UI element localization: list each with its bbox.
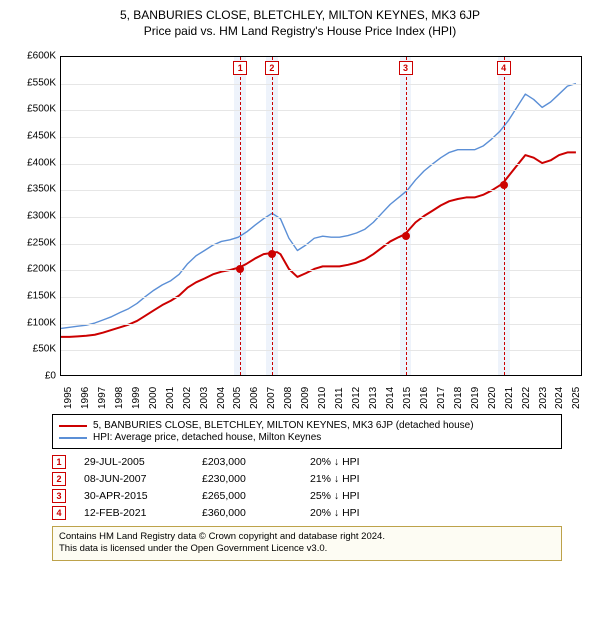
x-axis-label: 2015 — [402, 387, 413, 409]
legend-swatch — [59, 425, 87, 427]
y-axis-label: £300K — [12, 211, 56, 222]
x-axis-label: 2000 — [148, 387, 159, 409]
series-hpi — [61, 84, 576, 329]
transaction-date: 30-APR-2015 — [84, 490, 184, 502]
transaction-row: 3 30-APR-2015 £265,000 25% ↓ HPI — [52, 489, 562, 503]
transaction-index: 2 — [52, 472, 66, 486]
legend-item-hpi: HPI: Average price, detached house, Milt… — [59, 432, 555, 443]
y-axis-label: £350K — [12, 184, 56, 195]
x-axis-label: 1999 — [131, 387, 142, 409]
x-axis-label: 2012 — [351, 387, 362, 409]
transaction-index: 3 — [52, 489, 66, 503]
x-axis-label: 2004 — [216, 387, 227, 409]
legend-swatch — [59, 437, 87, 439]
transaction-price: £360,000 — [202, 507, 292, 519]
transaction-date: 12-FEB-2021 — [84, 507, 184, 519]
x-axis-label: 2025 — [571, 387, 582, 409]
y-axis-label: £600K — [12, 51, 56, 62]
legend-label: 5, BANBURIES CLOSE, BLETCHLEY, MILTON KE… — [93, 420, 474, 431]
x-axis-label: 2011 — [334, 387, 345, 409]
x-axis-label: 2001 — [165, 387, 176, 409]
x-axis-label: 2018 — [453, 387, 464, 409]
transaction-dot — [236, 265, 244, 273]
x-axis-label: 2013 — [368, 387, 379, 409]
x-axis-label: 2006 — [249, 387, 260, 409]
transaction-delta: 20% ↓ HPI — [310, 456, 400, 468]
transaction-price: £265,000 — [202, 490, 292, 502]
transaction-marker: 4 — [497, 61, 511, 75]
x-axis-label: 1996 — [80, 387, 91, 409]
y-axis-label: £200K — [12, 264, 56, 275]
transaction-date: 29-JUL-2005 — [84, 456, 184, 468]
x-axis-label: 1998 — [114, 387, 125, 409]
x-axis-label: 2005 — [232, 387, 243, 409]
transaction-line — [272, 57, 273, 375]
transaction-price: £230,000 — [202, 473, 292, 485]
y-axis-label: £400K — [12, 157, 56, 168]
legend-item-price-paid: 5, BANBURIES CLOSE, BLETCHLEY, MILTON KE… — [59, 420, 555, 431]
transaction-index: 4 — [52, 506, 66, 520]
y-axis-label: £50K — [12, 344, 56, 355]
transaction-delta: 20% ↓ HPI — [310, 507, 400, 519]
transaction-line — [406, 57, 407, 375]
x-axis-label: 1995 — [63, 387, 74, 409]
transaction-line — [504, 57, 505, 375]
y-axis-label: £450K — [12, 131, 56, 142]
transaction-delta: 21% ↓ HPI — [310, 473, 400, 485]
x-axis-label: 2023 — [538, 387, 549, 409]
x-axis-label: 2003 — [199, 387, 210, 409]
y-axis-label: £550K — [12, 77, 56, 88]
transaction-dot — [402, 232, 410, 240]
transaction-dot — [500, 181, 508, 189]
footer-line: This data is licensed under the Open Gov… — [59, 543, 555, 555]
plot-area: 1 2 3 4 — [60, 56, 582, 376]
transaction-marker: 2 — [265, 61, 279, 75]
x-axis-label: 2019 — [470, 387, 481, 409]
x-axis-label: 1997 — [97, 387, 108, 409]
legend-label: HPI: Average price, detached house, Milt… — [93, 432, 321, 443]
x-axis-label: 2007 — [266, 387, 277, 409]
transaction-dot — [268, 250, 276, 258]
x-axis-label: 2009 — [300, 387, 311, 409]
transaction-index: 1 — [52, 455, 66, 469]
transaction-row: 2 08-JUN-2007 £230,000 21% ↓ HPI — [52, 472, 562, 486]
transaction-row: 4 12-FEB-2021 £360,000 20% ↓ HPI — [52, 506, 562, 520]
chart-subtitle: Price paid vs. HM Land Registry's House … — [10, 24, 590, 38]
attribution-footer: Contains HM Land Registry data © Crown c… — [52, 526, 562, 561]
chart-title: 5, BANBURIES CLOSE, BLETCHLEY, MILTON KE… — [10, 8, 590, 22]
y-axis-label: £500K — [12, 104, 56, 115]
x-axis-label: 2020 — [487, 387, 498, 409]
x-axis-label: 2024 — [554, 387, 565, 409]
transaction-delta: 25% ↓ HPI — [310, 490, 400, 502]
chart-container: { "title_line1": "5, BANBURIES CLOSE, BL… — [0, 0, 600, 567]
x-axis-label: 2021 — [504, 387, 515, 409]
legend: 5, BANBURIES CLOSE, BLETCHLEY, MILTON KE… — [52, 414, 562, 449]
transaction-date: 08-JUN-2007 — [84, 473, 184, 485]
y-axis-label: £250K — [12, 237, 56, 248]
x-axis-label: 2017 — [436, 387, 447, 409]
x-axis-label: 2014 — [385, 387, 396, 409]
x-axis-label: 2010 — [317, 387, 328, 409]
transaction-row: 1 29-JUL-2005 £203,000 20% ↓ HPI — [52, 455, 562, 469]
x-axis-label: 2008 — [283, 387, 294, 409]
transaction-marker: 3 — [399, 61, 413, 75]
transaction-line — [240, 57, 241, 375]
y-axis-label: £100K — [12, 317, 56, 328]
transaction-price: £203,000 — [202, 456, 292, 468]
x-axis-label: 2002 — [182, 387, 193, 409]
footer-line: Contains HM Land Registry data © Crown c… — [59, 531, 555, 543]
y-axis-label: £150K — [12, 291, 56, 302]
x-axis-label: 2016 — [419, 387, 430, 409]
y-axis-label: £0 — [12, 371, 56, 382]
x-axis-label: 2022 — [521, 387, 532, 409]
chart-area: 1 2 3 4 £0 £50K £100K £150K £200K £250K £300K £350… — [10, 46, 590, 406]
transactions-table: 1 29-JUL-2005 £203,000 20% ↓ HPI 2 08-JUN-200… — [52, 455, 562, 520]
transaction-marker: 1 — [233, 61, 247, 75]
